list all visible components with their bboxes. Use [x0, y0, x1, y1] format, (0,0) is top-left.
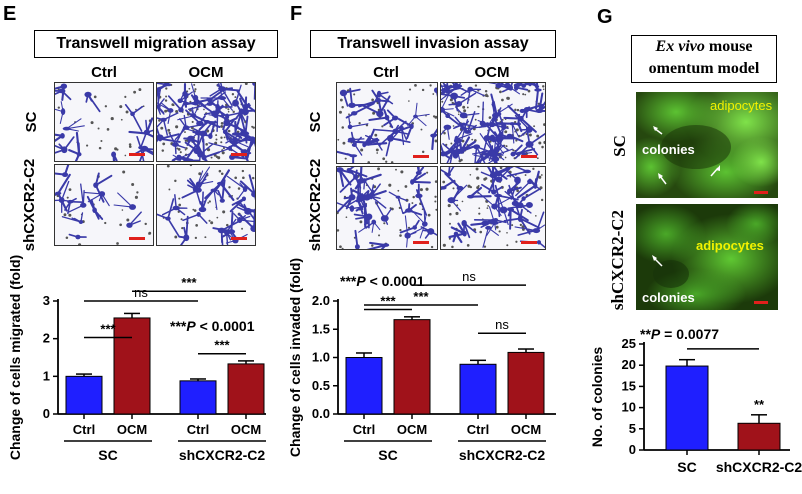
bar: [507, 351, 545, 415]
category-label: SC: [677, 459, 696, 475]
category-label: Ctrl: [353, 422, 375, 437]
bar: [113, 317, 151, 415]
y-tick-label: 15: [622, 378, 636, 393]
p-value: ***P < 0.0001: [170, 318, 255, 334]
group-label: shCXCR2-C2: [179, 447, 266, 463]
panel-g-chart: 0 5 10 15 20 25 No. of colonies SC shCXCR2-C2 ** *…: [589, 326, 802, 475]
bar: [459, 363, 497, 415]
y-tick-label: 0: [43, 406, 50, 421]
y-tick-label: 1: [43, 368, 50, 383]
bar: [179, 380, 217, 415]
significance-label: ns: [462, 269, 476, 284]
bar: [393, 319, 431, 415]
panel-e-title: Transwell migration assay: [34, 30, 278, 58]
panel-g-sc-adipocytes-label: adipocytes: [710, 98, 773, 113]
y-tick-label: 2: [43, 331, 50, 346]
panel-f-chart: 0.0 0.5 1.0 1.5 2.0 Change of cells invaded (…: [287, 258, 556, 463]
panel-f-col-ctrl: Ctrl: [373, 64, 399, 81]
panel-e-row-sc: SC: [23, 111, 40, 133]
panel-g-title-rest: mouse: [704, 38, 753, 55]
panel-e-col-ctrl: Ctrl: [91, 64, 117, 81]
y-tick-label: 2.0: [312, 293, 330, 308]
panel-g-title-italic: Ex vivo: [655, 38, 705, 55]
panel-f-col-ocm: OCM: [474, 64, 510, 81]
panel-f-image-sc-ocm: [440, 82, 546, 164]
panel-g-sh-adipocytes-label: adipocytes: [696, 238, 764, 253]
category-label: Ctrl: [73, 422, 95, 437]
y-tick-label: 20: [622, 357, 636, 372]
category-label: OCM: [397, 422, 427, 437]
y-tick-label: 0.0: [312, 406, 330, 421]
bar: [65, 375, 103, 415]
y-tick-label: 10: [622, 400, 636, 415]
panel-f-letter: F: [290, 3, 303, 25]
category-label: Ctrl: [467, 422, 489, 437]
panel-f-image-sh-ocm: [440, 166, 546, 250]
group-label: shCXCR2-C2: [459, 447, 546, 463]
significance-label: ns: [134, 285, 148, 300]
y-tick-label: 1.5: [312, 321, 330, 336]
bar: [227, 363, 265, 415]
panel-e-image-sh-ctrl: [54, 164, 154, 246]
panel-e-letter: E: [3, 3, 17, 25]
y-tick-label: 0.5: [312, 378, 330, 393]
panel-f-row-sc: SC: [307, 111, 324, 133]
panel-e-chart: 0 1 2 3 Change of cells migrated (fold) Ctrl O…: [7, 255, 266, 463]
fluor-sh-svg: [636, 204, 778, 310]
y-tick-label: 3: [43, 293, 50, 308]
category-label: shCXCR2-C2: [716, 459, 802, 475]
panel-g-sh-colonies-label: colonies: [642, 290, 695, 305]
panel-e-image-sh-ocm: [156, 164, 256, 246]
significance-label: ns: [495, 317, 509, 332]
significance-label: ***: [214, 338, 230, 353]
y-axis-label: No. of colonies: [589, 347, 605, 448]
category-label: OCM: [511, 422, 541, 437]
panel-e-image-sc-ctrl: [54, 82, 154, 162]
fluor-sc-svg: [636, 92, 778, 198]
y-axis-label: Change of cells invaded (fold): [287, 258, 303, 457]
panel-f-row-shcxcr2: shCXCR2-C2: [307, 158, 324, 252]
category-label: OCM: [231, 422, 261, 437]
significance-label: ***: [380, 293, 396, 308]
panel-g-sc-colonies-label: colonies: [642, 142, 695, 157]
panel-e-image-sc-ocm: [156, 82, 256, 162]
category-label: OCM: [117, 422, 147, 437]
significance-label: ***: [413, 289, 429, 304]
panel-g-image-shcxcr2: adipocytes colonies: [636, 204, 778, 310]
panel-g-image-sc: adipocytes colonies: [636, 92, 778, 198]
significance-label: ***: [100, 322, 116, 337]
category-label: Ctrl: [187, 422, 209, 437]
panel-f-image-sc-ctrl: [336, 82, 438, 164]
panel-g-letter: G: [597, 6, 613, 28]
panel-g-title: Ex vivo mouse omentum model: [631, 35, 777, 83]
panel-g-row-shcxcr2: shCXCR2-C2: [608, 209, 627, 311]
p-value: ***P < 0.0001: [340, 273, 425, 289]
y-tick-label: 25: [622, 336, 636, 351]
panel-e-row-shcxcr2: shCXCR2-C2: [21, 158, 38, 252]
panel-g-row-sc: SC: [610, 135, 629, 157]
bar: [345, 357, 383, 415]
y-tick-label: 5: [629, 421, 636, 436]
y-axis-label: Change of cells migrated (fold): [7, 255, 23, 460]
group-label: SC: [378, 447, 397, 463]
significance-label: ***: [181, 275, 197, 290]
panel-f-title: Transwell invasion assay: [310, 30, 556, 58]
panel-f-image-sh-ctrl: [336, 166, 438, 250]
panel-e-col-ocm: OCM: [188, 64, 224, 81]
panel-g-title-line2: omentum model: [648, 60, 760, 77]
group-label: SC: [98, 447, 117, 463]
p-value: **P = 0.0077: [640, 326, 719, 342]
y-tick-label: 0: [629, 442, 636, 457]
bar: [665, 365, 709, 451]
y-tick-label: 1.0: [312, 350, 330, 365]
significance-label: **: [754, 397, 765, 412]
bar: [737, 422, 781, 451]
